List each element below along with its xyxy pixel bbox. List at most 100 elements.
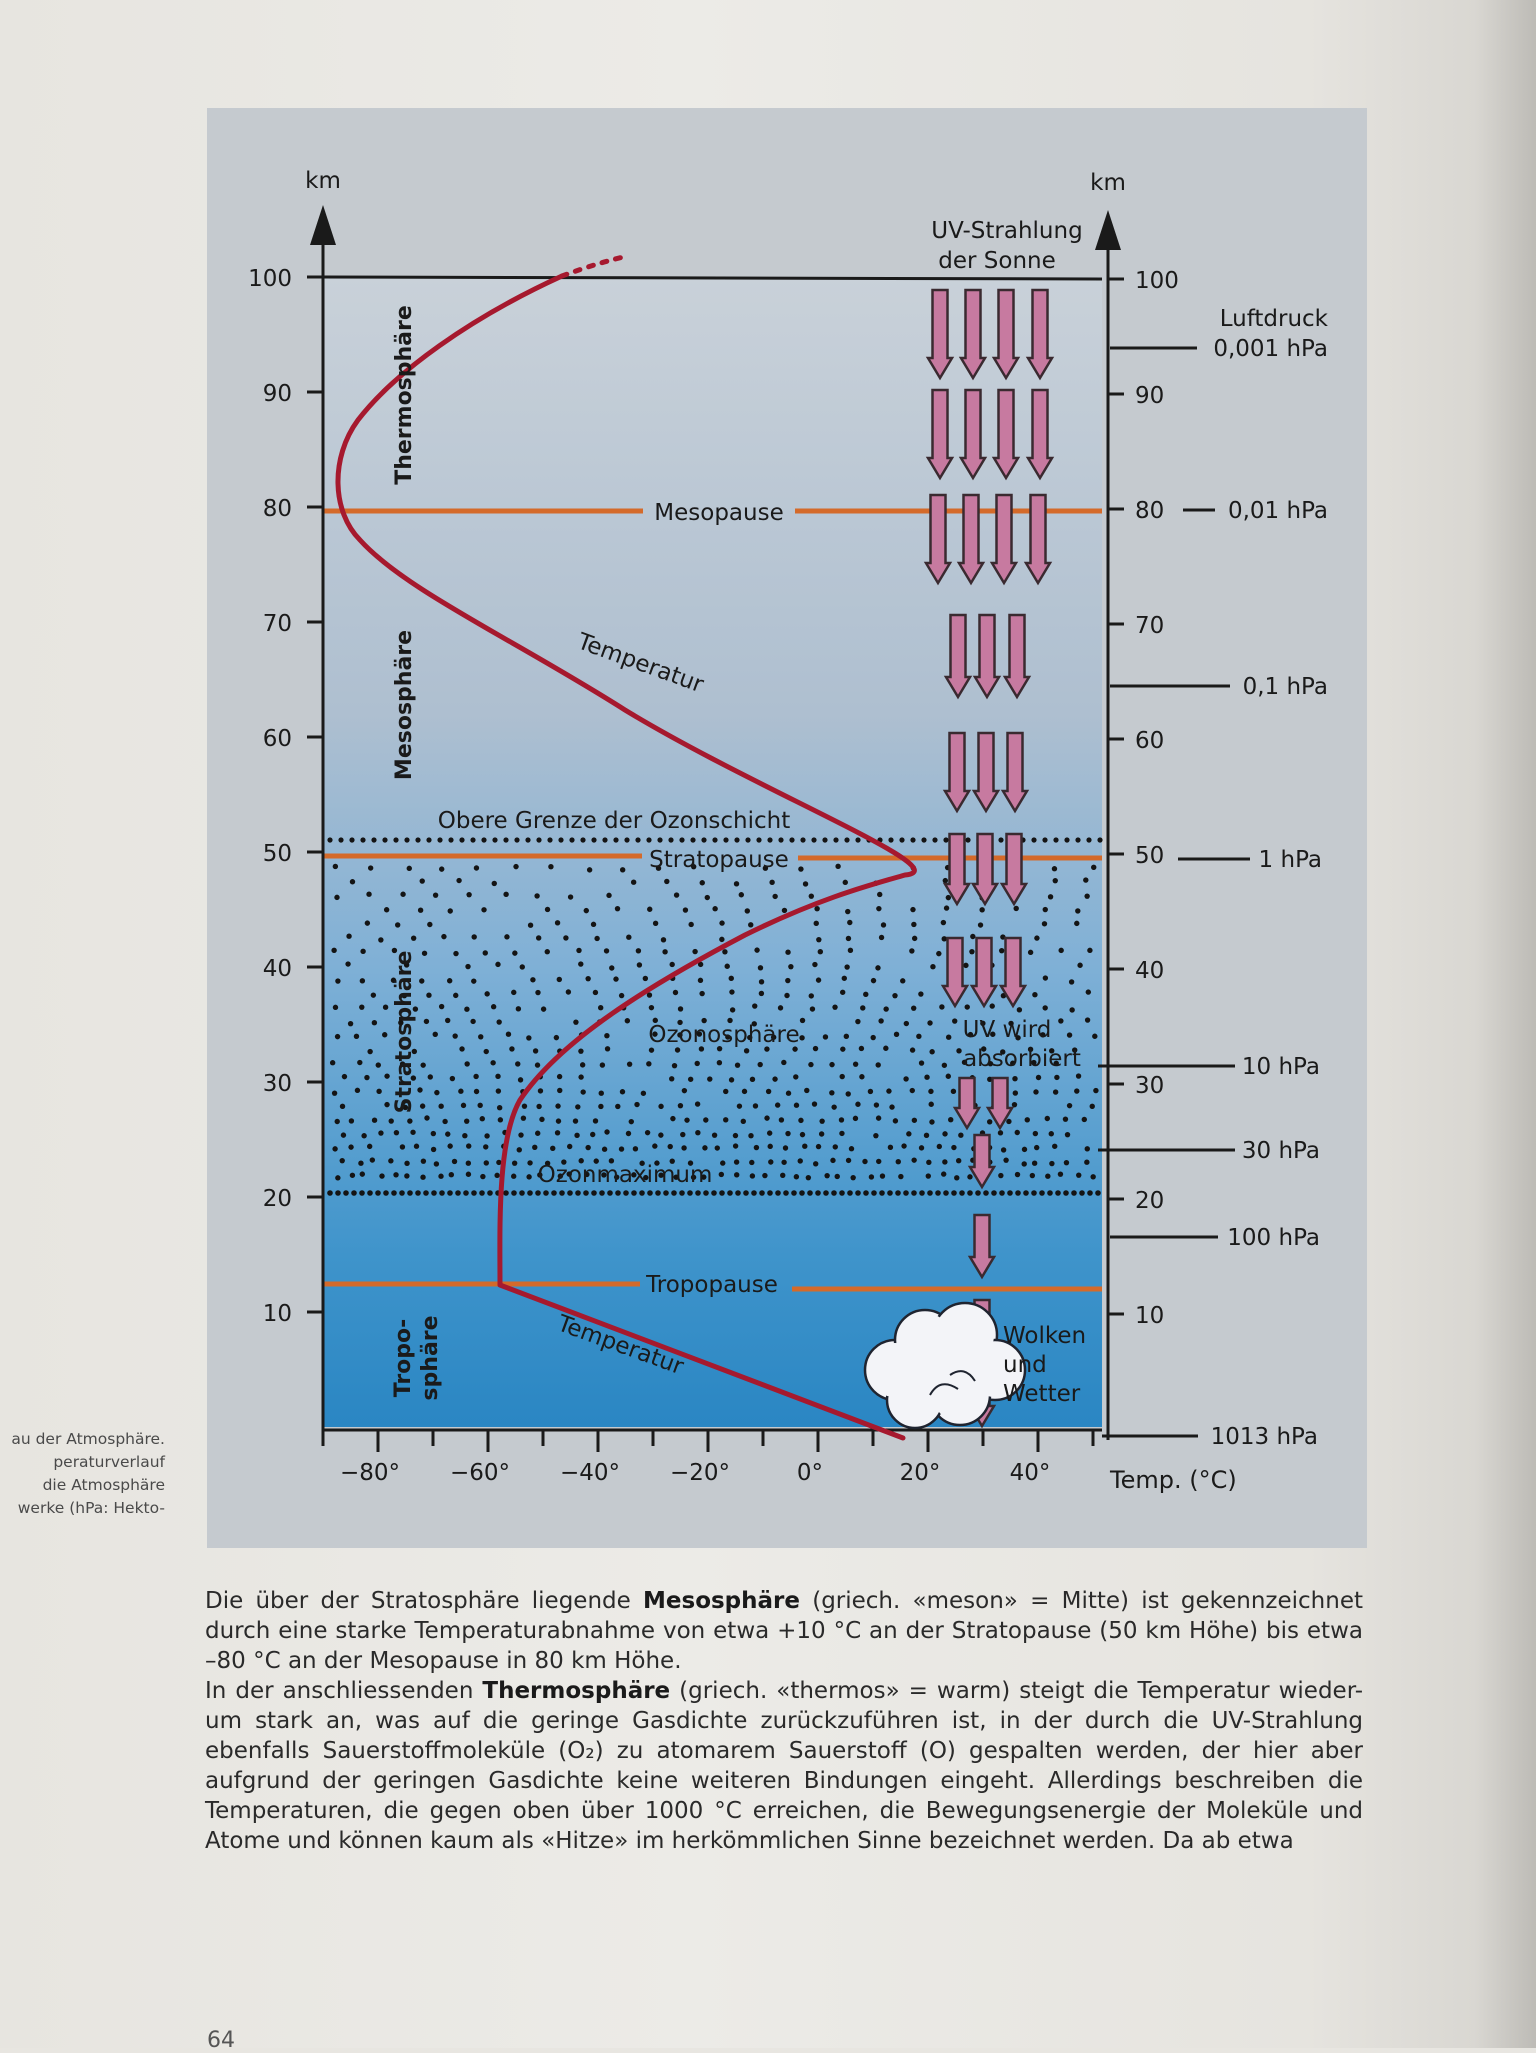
ozone-dot [483,1160,489,1166]
ozone-dot [1045,1173,1051,1179]
ozone-dot [798,1117,804,1124]
ozone-dot [434,1089,440,1096]
ozone-dot [598,1103,604,1110]
right-tick-label: 20 [1135,1188,1164,1214]
ozone-dot [767,837,773,843]
ozone-dot [360,948,366,955]
ozone-dot [658,1132,664,1138]
ozone-dot [781,1159,787,1165]
ozone-dot [688,921,694,928]
text-segment: Temperaturen, die gegen oben über 1000 °… [205,1798,1363,1824]
ozone-dot [590,1131,596,1138]
ozone-dot [785,977,791,984]
ozone-dot [459,837,465,843]
ozone-dot [781,1059,787,1066]
ozone-dot [554,1130,561,1136]
uv-arrow [971,731,1001,814]
ozone-dot [339,1157,345,1164]
ozone-dot [361,1133,367,1139]
ozone-dot [423,1018,430,1025]
pressure-label: 100 hPa [1227,1225,1320,1251]
ozone-dot [537,1088,544,1094]
pressure-label: 1013 hPa [1211,1424,1318,1450]
ozone-dot [423,1190,429,1196]
ozone-dot [788,963,794,970]
ozone-dot [496,1019,502,1025]
ozone-dot [358,1160,364,1166]
right-tick-label: 30 [1135,1073,1164,1099]
ozone-dot [729,989,735,995]
ozone-dot [487,1190,493,1196]
ozone-dot [420,1158,427,1164]
ozone-dot [720,1160,726,1166]
ozone-dot [635,837,641,843]
ozone-dot [591,837,597,843]
ozone-dot [778,1117,785,1123]
ozone-dot [410,1129,416,1135]
ozone-dot [945,1073,951,1079]
ozone-dot [940,919,947,926]
ozone-dot [1031,1190,1037,1196]
ozone-dot [1052,877,1058,884]
left-tick-label: 30 [263,1071,292,1097]
ozone-dot [1049,1048,1055,1054]
ozone-dot [671,1190,677,1196]
mesopause-label: Mesopause [654,500,783,526]
uv-arrow [925,388,955,481]
ozone-dot [497,1117,504,1123]
ozone-dot [526,1174,532,1180]
ozone-dot [791,1190,797,1196]
right-axis-unit: km [1090,170,1126,196]
ozone-dot [1084,893,1090,899]
ozone-dot [701,837,707,843]
side-caption-line: werke (hPa: Hekto- [17,1499,165,1517]
ozone-dot [777,1005,784,1011]
ozone-dot [516,1147,522,1153]
ozone-dot [558,837,564,843]
ozone-dot [438,1173,444,1179]
ozone-dot [657,837,663,843]
ozone-dot [910,1005,917,1011]
ozone-dot [799,1017,806,1024]
ozone-dot [490,1004,497,1010]
ozone-dot [716,1045,723,1052]
ozone-dot [615,1103,621,1110]
ozone-dot [505,1031,512,1037]
ozone-dot [782,1145,789,1151]
ozone-dot [583,1190,589,1196]
ozone-dot [557,1087,563,1094]
ozone-dot [427,921,433,928]
ozone-dot [1084,1017,1091,1023]
ozone-dot [664,878,670,885]
ozone-dot [740,1118,747,1125]
ozone-dot [658,1103,664,1110]
ozone-dot [646,837,652,843]
ozone-dot [465,963,471,970]
ozone-dot [465,1171,472,1177]
ozone-dot [998,837,1004,843]
ozone-dot [604,1129,610,1135]
ozone-dot [438,1003,445,1010]
text-segment: (griech. «meson» = Mitte) ist gekennzeic… [799,1588,1363,1614]
uv-arrow [998,936,1028,1009]
ozone-dot [798,866,804,872]
ozone-dot [598,1090,604,1096]
ozone-dot [382,1004,389,1010]
ozone-dot [583,907,589,914]
ozone-dot [525,837,531,843]
ozone-dot [631,1190,637,1196]
ozone-dot [1042,975,1049,981]
ozone-dot [850,1174,856,1181]
ozone-dot [863,991,869,998]
ozone-dot [592,1118,599,1124]
ozone-dot [680,1131,686,1138]
ozone-dot [1068,979,1075,985]
ozone-dot [1031,837,1037,843]
ozone-dot [370,992,377,998]
ozone-dot [832,1004,838,1010]
ozone-dot [879,1173,886,1179]
uv-arrow [967,1133,997,1190]
ozone-dot [599,1062,606,1068]
ozone-dot [970,933,976,940]
ozone-dot [1097,837,1103,843]
